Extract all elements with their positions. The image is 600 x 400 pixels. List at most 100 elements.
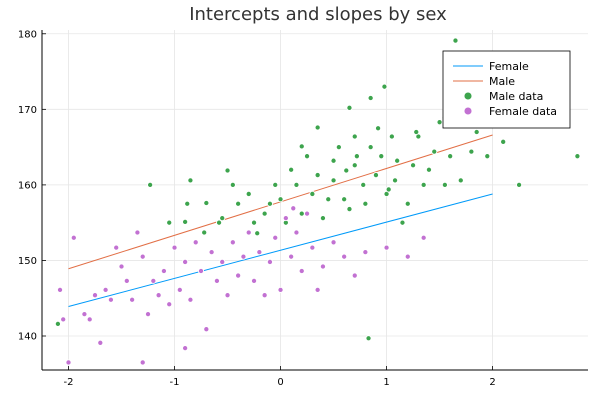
- female-data-point: [182, 345, 189, 352]
- male-data-point: [303, 153, 311, 160]
- female-data-point: [277, 286, 284, 293]
- male-data-point: [314, 124, 321, 131]
- male-data-point: [266, 200, 273, 207]
- male-data-point: [325, 196, 332, 203]
- female-data-point: [219, 258, 226, 266]
- male-data-point: [484, 153, 491, 160]
- legend-box: [442, 50, 571, 129]
- female-data-point: [240, 253, 247, 260]
- male-data-point: [500, 138, 507, 145]
- female-data-point: [86, 316, 93, 323]
- male-data-point: [293, 181, 300, 188]
- male-data-point: [166, 219, 173, 226]
- male-data-point: [184, 200, 191, 207]
- legend-label-female: Female: [489, 60, 529, 73]
- female-data-point: [129, 296, 136, 303]
- female-data-point: [113, 244, 120, 251]
- female-data-point: [81, 311, 88, 318]
- female-data-point: [235, 272, 242, 279]
- y-tick-label: 180: [18, 29, 37, 40]
- male-data-point: [219, 215, 226, 222]
- male-data-point: [341, 196, 348, 203]
- male-data-point: [351, 162, 358, 169]
- female-data-point: [182, 258, 189, 266]
- axes: [41, 30, 588, 371]
- legend-label-female-data: Female data: [489, 105, 557, 118]
- female-data-point: [192, 239, 199, 246]
- female-data-point: [60, 316, 67, 323]
- female-data-point: [187, 296, 194, 303]
- male-data-point: [425, 166, 433, 173]
- y-tick-label: 160: [18, 180, 37, 191]
- female-data-point: [319, 263, 327, 270]
- male-data-point: [574, 153, 581, 160]
- female-data-point: [383, 244, 390, 251]
- male-data-point: [335, 144, 342, 151]
- male-data-point: [351, 133, 358, 140]
- male-data-point: [54, 320, 61, 327]
- male-data-point: [245, 190, 252, 198]
- female-data-point: [250, 277, 258, 284]
- female-data-point: [256, 249, 263, 256]
- male-data-point: [372, 172, 380, 179]
- male-data-point: [272, 181, 279, 188]
- male-data-point: [394, 157, 401, 164]
- female-data-point: [144, 311, 152, 318]
- female-data-point: [91, 292, 99, 299]
- female-data-point: [166, 301, 173, 308]
- female-data-point: [203, 326, 210, 333]
- male-data-point: [391, 177, 399, 184]
- male-data-point: [343, 167, 350, 174]
- female-data-point: [65, 359, 72, 366]
- male-data-point: [441, 181, 448, 188]
- male-data-point: [346, 104, 353, 111]
- female-data-point: [139, 253, 146, 260]
- male-data-point: [431, 148, 438, 155]
- male-data-point: [147, 181, 154, 188]
- male-data-point: [330, 157, 337, 164]
- y-tick-label: 170: [18, 105, 37, 116]
- male-data-point: [309, 190, 316, 198]
- female-data-point: [197, 267, 205, 275]
- male-data-point: [436, 119, 443, 126]
- male-data-point: [410, 162, 417, 169]
- male-data-point: [447, 153, 454, 160]
- data-points: [54, 37, 581, 366]
- male-data-point: [254, 230, 261, 237]
- male-data-point: [203, 199, 210, 207]
- male-data-point: [388, 133, 395, 140]
- x-tick-label: -1: [170, 377, 180, 388]
- male-data-point: [277, 196, 284, 203]
- female-data-point: [288, 253, 295, 260]
- male-data-point: [420, 181, 427, 188]
- female-data-point: [293, 229, 300, 236]
- male-data-point: [413, 128, 420, 136]
- female-data-point: [272, 234, 279, 241]
- legend-swatch-female-data: [463, 106, 473, 116]
- x-tick-label: -2: [64, 377, 74, 388]
- x-tick-label: 2: [489, 377, 495, 388]
- female-data-point: [160, 267, 167, 275]
- female-data-point: [245, 229, 252, 236]
- female-data-point: [309, 244, 316, 251]
- female-data-point: [362, 249, 369, 256]
- female-data-point: [123, 277, 130, 284]
- x-tick-label: 0: [277, 377, 283, 388]
- female-data-point: [118, 263, 125, 270]
- male-data-point: [353, 153, 360, 160]
- female-data-point: [330, 239, 337, 246]
- female-data-point: [314, 286, 321, 293]
- male-data-point: [362, 200, 369, 207]
- female-data-point: [351, 272, 358, 279]
- legend-label-male-data: Male data: [489, 90, 543, 103]
- male-data-point: [381, 83, 388, 90]
- female-data-point: [266, 258, 273, 266]
- male-data-point: [314, 172, 321, 179]
- female-data-point: [176, 286, 183, 293]
- male-data-point: [378, 153, 385, 160]
- y-tick-label: 140: [18, 332, 37, 343]
- male-data-point: [473, 128, 480, 136]
- female-data-point: [155, 292, 162, 299]
- female-data-point: [208, 249, 215, 256]
- male-data-point: [346, 206, 353, 213]
